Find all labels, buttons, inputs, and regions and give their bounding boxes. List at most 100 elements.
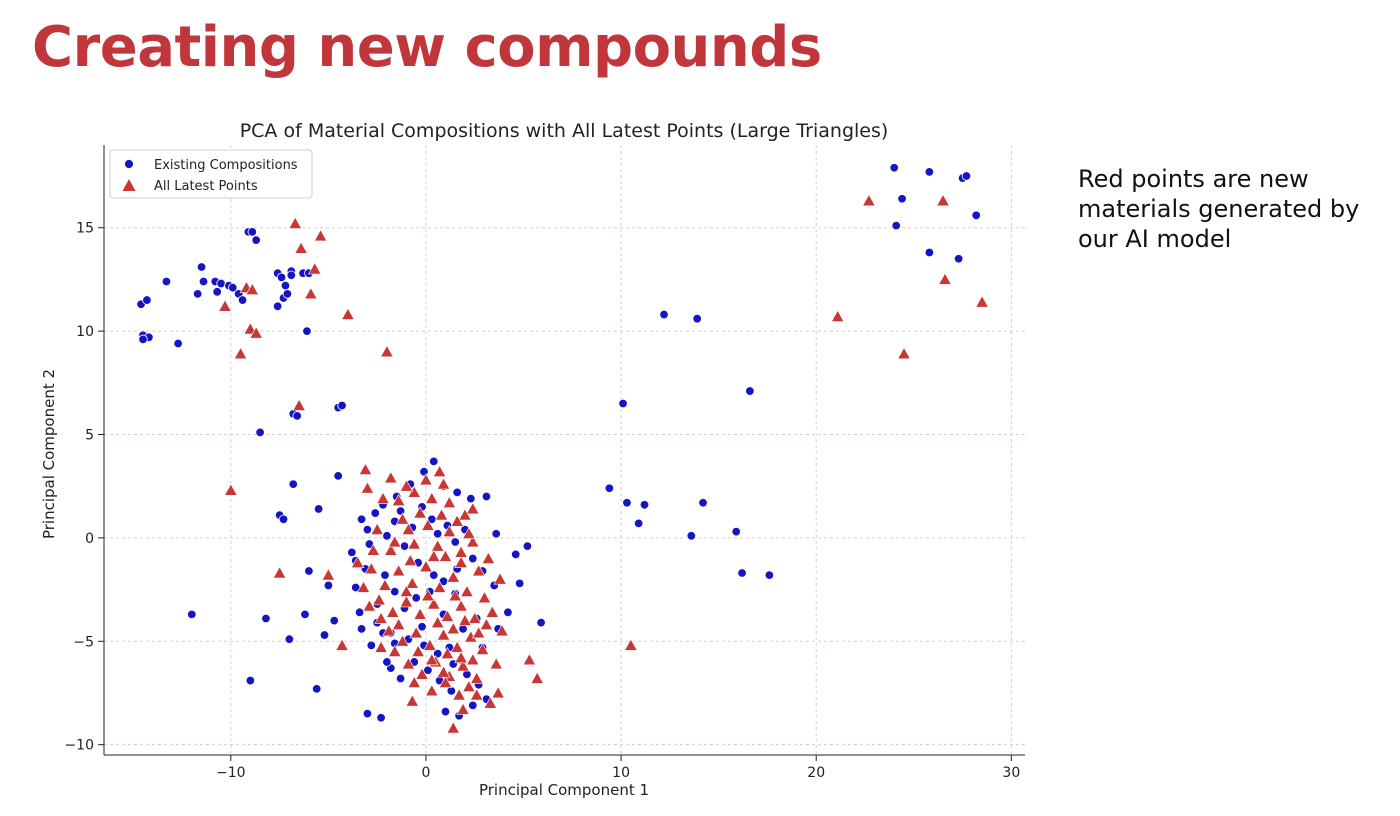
latest-point (448, 588, 462, 602)
existing-composition-point (468, 553, 478, 564)
latest-point (458, 613, 472, 626)
existing-composition-point (432, 529, 443, 539)
data-points (136, 163, 989, 734)
existing-composition-point (362, 524, 373, 535)
latest-point (292, 398, 306, 411)
latest-point (401, 657, 416, 670)
existing-composition-point (187, 609, 197, 620)
latest-point (243, 322, 258, 335)
latest-point (374, 640, 388, 653)
latest-point (436, 665, 451, 678)
latest-point (350, 555, 365, 568)
grid (104, 145, 1025, 755)
latest-point (456, 659, 470, 672)
latest-point (862, 194, 876, 207)
y-tick-label: −10 (64, 738, 94, 754)
latest-point (364, 562, 379, 575)
latest-point (407, 675, 421, 688)
latest-point (358, 462, 373, 475)
latest-point (413, 607, 427, 620)
legend-marker-existing (124, 159, 134, 169)
existing-composition-point (419, 467, 429, 477)
existing-composition-point (251, 235, 261, 245)
latest-point (450, 514, 464, 527)
existing-composition-point (514, 578, 525, 589)
existing-composition-point (536, 617, 546, 628)
latest-point (452, 688, 466, 701)
latest-point (493, 572, 507, 585)
latest-point (475, 642, 490, 655)
axes: −10 0 10 20 30 −10 −5 0 5 10 15 (64, 145, 1025, 781)
existing-composition-point (432, 648, 443, 659)
existing-composition-point (731, 526, 741, 537)
latest-point (438, 549, 453, 562)
existing-composition-point (692, 313, 702, 324)
latest-point (522, 653, 537, 666)
existing-composition-point (491, 529, 501, 539)
existing-composition-point (971, 210, 981, 221)
existing-composition-point (745, 386, 755, 396)
latest-point (446, 721, 460, 734)
existing-composition-point (891, 220, 901, 231)
existing-composition-point (390, 586, 400, 597)
existing-composition-point (282, 289, 293, 299)
existing-composition-point (356, 514, 367, 524)
existing-composition-point (446, 686, 457, 696)
existing-composition-point (329, 615, 339, 626)
latest-point (456, 702, 470, 715)
latest-point (432, 464, 447, 477)
existing-composition-point (272, 301, 283, 311)
existing-composition-point (161, 276, 172, 287)
latest-point (489, 657, 503, 670)
latest-point (308, 262, 322, 275)
existing-composition-point (764, 570, 775, 580)
latest-point (469, 688, 484, 701)
latest-point (440, 609, 455, 622)
y-tick-label: 0 (85, 531, 94, 547)
latest-point (436, 477, 451, 490)
legend-label: Existing Compositions (154, 158, 298, 173)
existing-composition-point (382, 531, 392, 541)
latest-point (485, 605, 500, 618)
existing-composition-point (961, 171, 972, 181)
existing-composition-point (466, 493, 476, 504)
existing-composition-point (138, 334, 148, 345)
existing-composition-point (276, 272, 287, 283)
latest-point (376, 491, 390, 504)
latest-point (897, 347, 911, 360)
existing-composition-point (511, 549, 521, 560)
existing-composition-point (347, 547, 357, 558)
latest-point (427, 549, 441, 562)
latest-point (440, 646, 455, 659)
x-tick-label: 30 (1002, 765, 1020, 781)
existing-composition-point (313, 504, 324, 514)
existing-composition-point (228, 282, 238, 293)
side-note-line: materials generated by (1078, 195, 1360, 223)
latest-point (391, 493, 406, 506)
existing-composition-point (192, 289, 203, 299)
latest-point (454, 599, 468, 612)
existing-composition-point (462, 669, 472, 680)
latest-point (446, 570, 460, 583)
latest-point (411, 644, 425, 657)
existing-composition-point (924, 167, 935, 177)
latest-point (830, 309, 845, 322)
existing-composition-point (924, 247, 935, 258)
latest-point (313, 229, 328, 242)
latest-point (936, 194, 950, 207)
latest-point (294, 241, 308, 254)
existing-composition-point (604, 483, 615, 493)
latest-point (413, 506, 427, 519)
existing-composition-point (376, 713, 386, 723)
latest-point (423, 638, 437, 651)
existing-composition-point (659, 309, 669, 320)
existing-composition-point (300, 609, 310, 620)
latest-point (419, 473, 433, 486)
existing-composition-point (417, 622, 427, 632)
latest-point (388, 535, 402, 548)
latest-point (388, 644, 402, 657)
latest-point (469, 671, 484, 684)
existing-composition-point (319, 630, 330, 640)
latest-point (425, 684, 439, 697)
existing-composition-point (280, 280, 291, 291)
